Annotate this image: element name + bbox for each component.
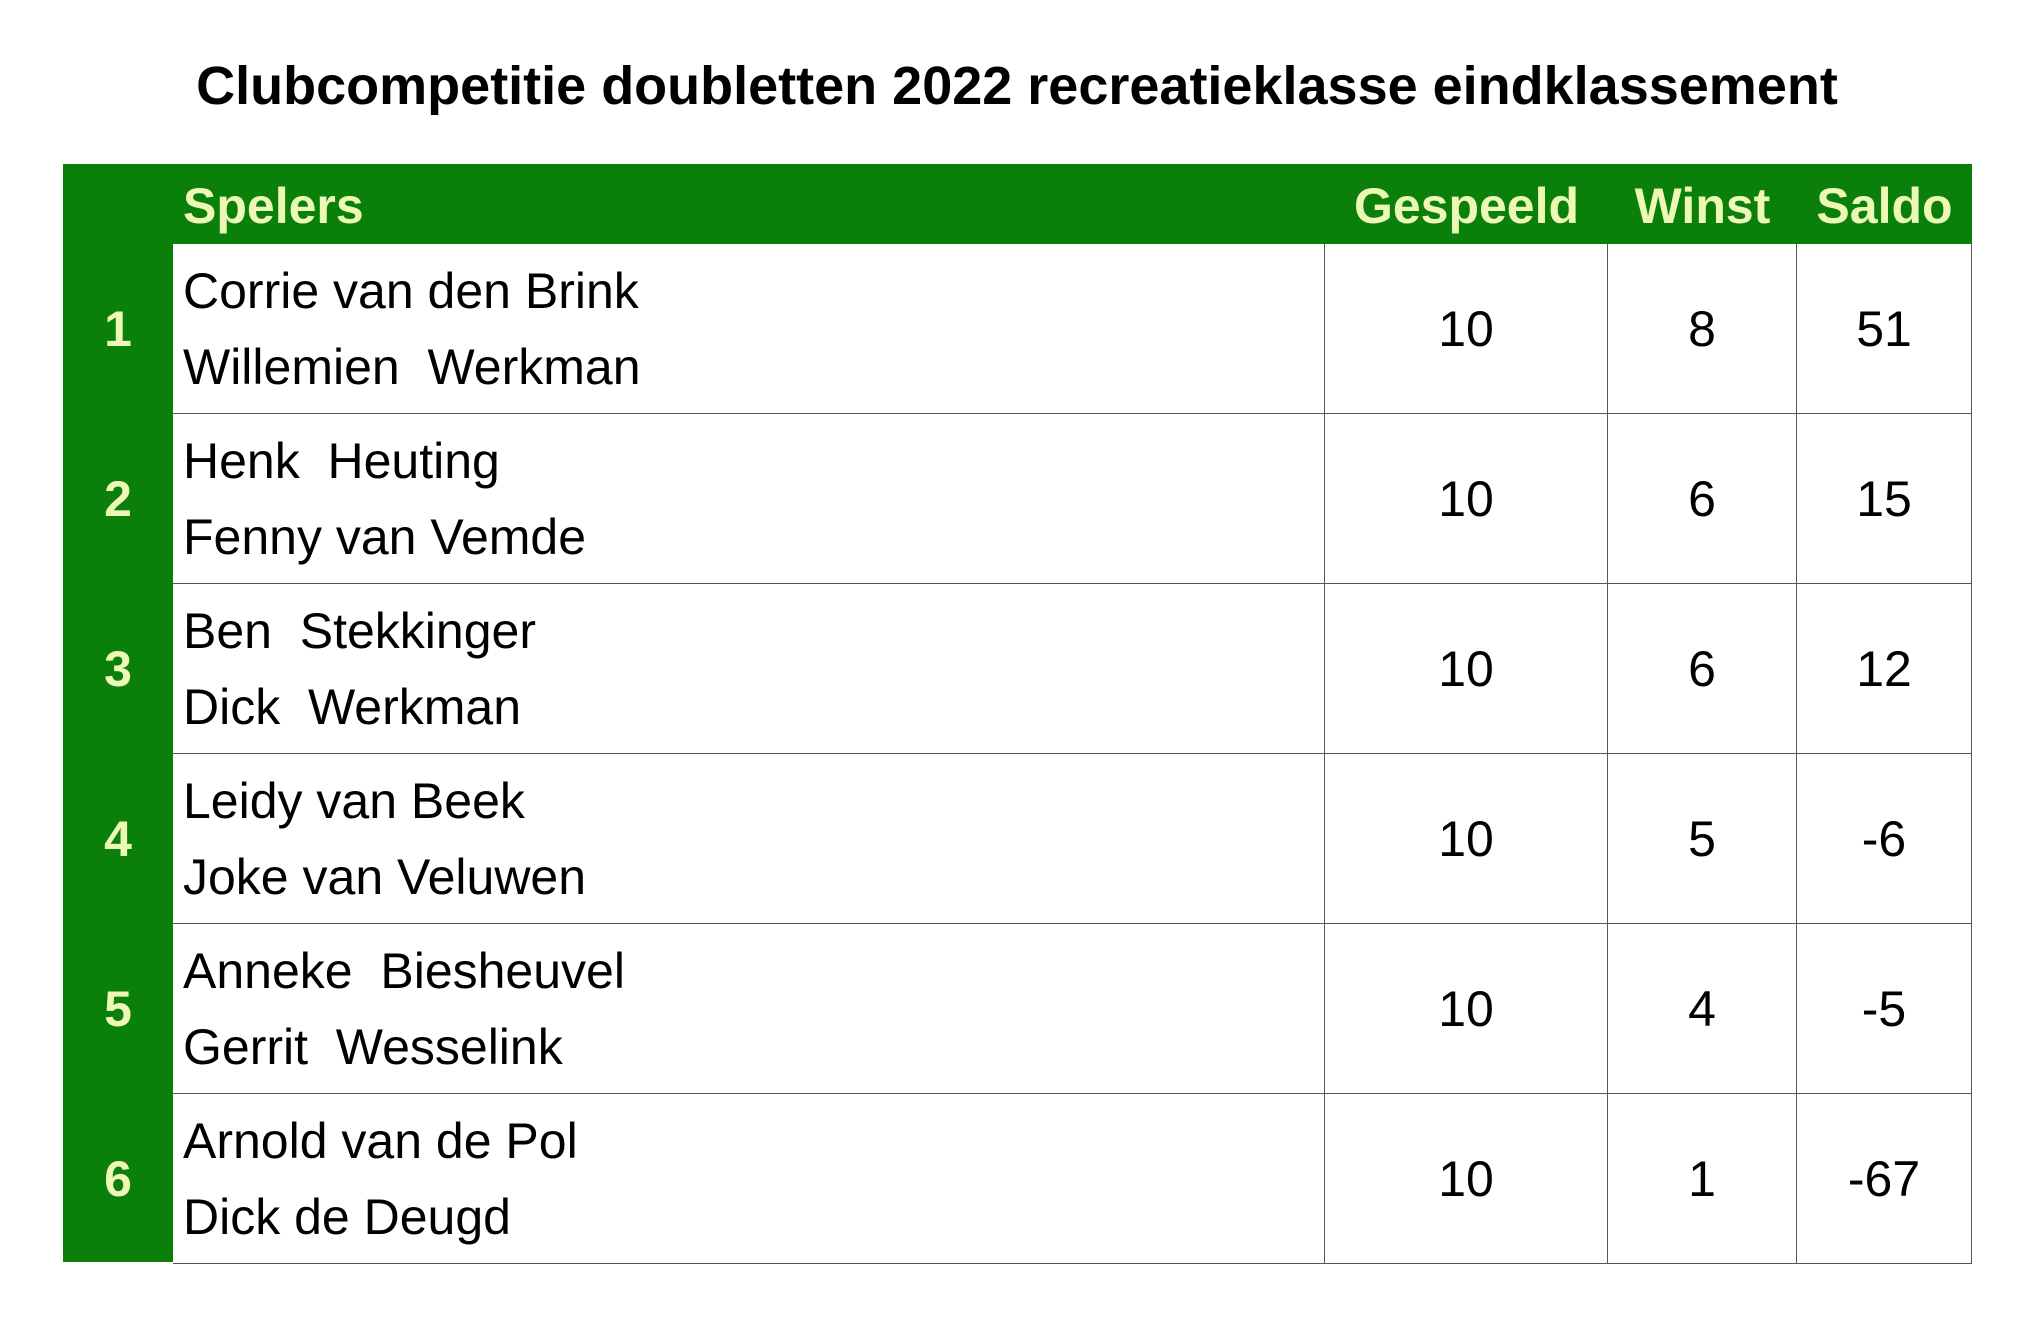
players: Leidy van Beek Joke van Veluwen [173, 754, 1325, 924]
winst: 6 [1608, 584, 1797, 754]
saldo: 15 [1797, 414, 1972, 584]
winst: 6 [1608, 414, 1797, 584]
title: Clubcompetitie doubletten 2022 recreatie… [196, 56, 1838, 116]
player-name: Joke van Veluwen [183, 848, 587, 905]
players: Arnold van de Pol Dick de Deugd [173, 1094, 1325, 1264]
winst: 4 [1608, 924, 1797, 1094]
players: Henk Heuting Fenny van Vemde [173, 414, 1325, 584]
saldo: 51 [1797, 244, 1972, 414]
gespeeld: 10 [1325, 244, 1608, 414]
player-name: Dick de Deugd [183, 1188, 511, 1245]
column-header: Saldo [1816, 178, 1953, 234]
player-name: Willemien Werkman [183, 338, 641, 395]
saldo: -5 [1797, 924, 1972, 1094]
player-name: Gerrit Wesselink [183, 1018, 563, 1075]
rank: 3 [104, 641, 132, 697]
player-name: Anneke Biesheuvel [183, 942, 625, 999]
gespeeld: 10 [1325, 754, 1608, 924]
column-header: Spelers [183, 178, 364, 234]
player-name: Arnold van de Pol [183, 1112, 578, 1169]
rank-column [63, 164, 173, 1262]
winst: 5 [1608, 754, 1797, 924]
winst: 1 [1608, 1094, 1797, 1264]
player-name: Fenny van Vemde [183, 508, 587, 565]
players: Ben Stekkinger Dick Werkman [173, 584, 1325, 754]
rank: 5 [104, 981, 132, 1037]
rank: 4 [104, 811, 132, 867]
player-name: Dick Werkman [183, 678, 522, 735]
gespeeld: 10 [1325, 414, 1608, 584]
gespeeld: 10 [1325, 924, 1608, 1094]
header-band [63, 164, 1972, 244]
gespeeld: 10 [1325, 584, 1608, 754]
player-name: Corrie van den Brink [183, 262, 639, 319]
gespeeld: 10 [1325, 1094, 1608, 1264]
rank: 2 [104, 471, 132, 527]
saldo: -67 [1797, 1094, 1972, 1264]
players: Corrie van den Brink Willemien Werkman [173, 244, 1325, 414]
standings-table: Spelers Gespeeld Winst Saldo 1 Corrie van den… [63, 164, 1972, 1264]
saldo: 12 [1797, 584, 1972, 754]
winst: 8 [1608, 244, 1797, 414]
column-header: Gespeeld [1353, 178, 1580, 234]
rank: 1 [104, 301, 132, 357]
player-name: Leidy van Beek [183, 772, 525, 829]
rank: 6 [104, 1151, 132, 1207]
player-name: Ben Stekkinger [183, 602, 536, 659]
players: Anneke Biesheuvel Gerrit Wesselink [173, 924, 1325, 1094]
column-header: Winst [1634, 178, 1771, 234]
player-name: Henk Heuting [183, 432, 500, 489]
saldo: -6 [1797, 754, 1972, 924]
